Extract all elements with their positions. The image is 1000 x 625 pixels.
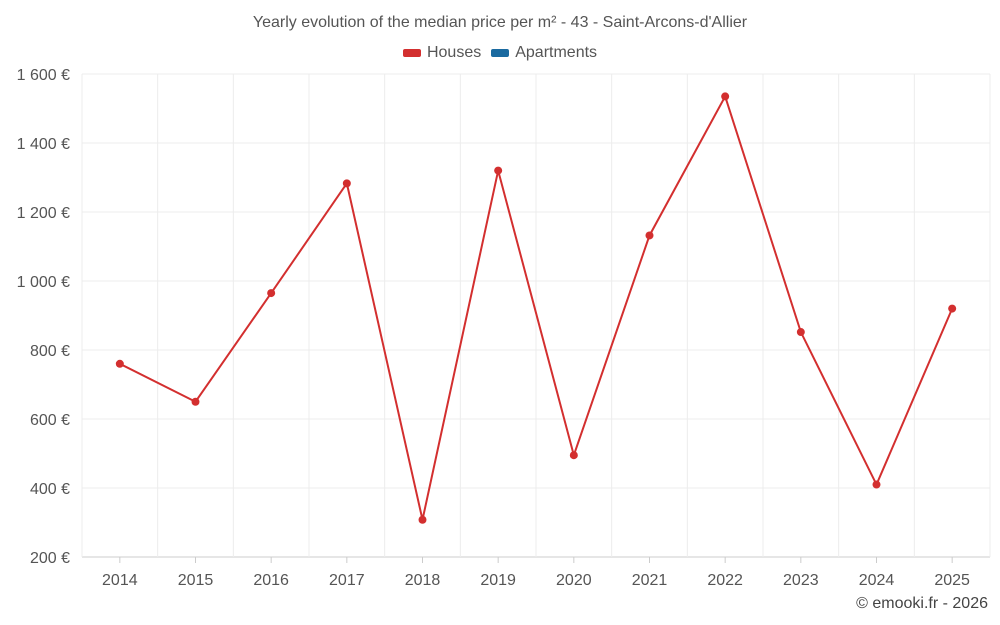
- x-tick-label: 2025: [934, 572, 970, 589]
- y-tick-label: 1 600 €: [17, 67, 70, 84]
- x-tick-label: 2015: [178, 572, 214, 589]
- x-tick-label: 2020: [556, 572, 592, 589]
- data-point-houses: [796, 328, 805, 337]
- legend-swatch-houses: [402, 49, 421, 57]
- x-tick-label: 2021: [632, 572, 668, 589]
- y-tick-label: 1 200 €: [17, 205, 70, 222]
- x-tick-label: 2024: [859, 572, 895, 589]
- data-point-houses: [948, 304, 957, 313]
- x-tick-label: 2016: [253, 572, 289, 589]
- data-point-houses: [721, 92, 730, 101]
- data-point-houses: [569, 451, 578, 460]
- y-tick-label: 800 €: [30, 343, 70, 360]
- series-line-houses: [119, 93, 954, 520]
- data-point-houses: [342, 179, 351, 188]
- credit-text: © emooki.fr - 2026: [856, 595, 988, 612]
- x-tick-label: 2018: [405, 572, 441, 589]
- legend-item-apartments[interactable]: Apartments: [491, 44, 597, 62]
- data-point-houses: [418, 515, 427, 524]
- x-tick-label: 2014: [102, 572, 138, 589]
- data-point-houses: [115, 359, 124, 368]
- legend-label-houses: Houses: [426, 44, 482, 61]
- legend: Houses Apartments: [0, 44, 1000, 62]
- legend-swatch-apartments: [491, 49, 510, 57]
- data-point-houses: [872, 480, 881, 489]
- y-tick-label: 1 400 €: [17, 136, 70, 153]
- data-point-houses: [645, 231, 654, 240]
- y-tick-label: 600 €: [30, 412, 70, 429]
- legend-label-apartments: Apartments: [515, 44, 598, 61]
- y-tick-label: 1 000 €: [17, 274, 70, 291]
- x-tick-label: 2017: [329, 572, 365, 589]
- legend-item-houses[interactable]: Houses: [402, 44, 482, 62]
- data-point-houses: [267, 289, 276, 298]
- y-tick-label: 200 €: [30, 550, 70, 567]
- x-tick-label: 2023: [783, 572, 819, 589]
- x-tick-label: 2019: [480, 572, 516, 589]
- chart-title: Yearly evolution of the median price per…: [252, 14, 748, 31]
- data-point-houses: [191, 397, 200, 406]
- data-point-houses: [494, 166, 503, 175]
- x-tick-label: 2022: [707, 572, 743, 589]
- y-tick-label: 400 €: [30, 481, 70, 498]
